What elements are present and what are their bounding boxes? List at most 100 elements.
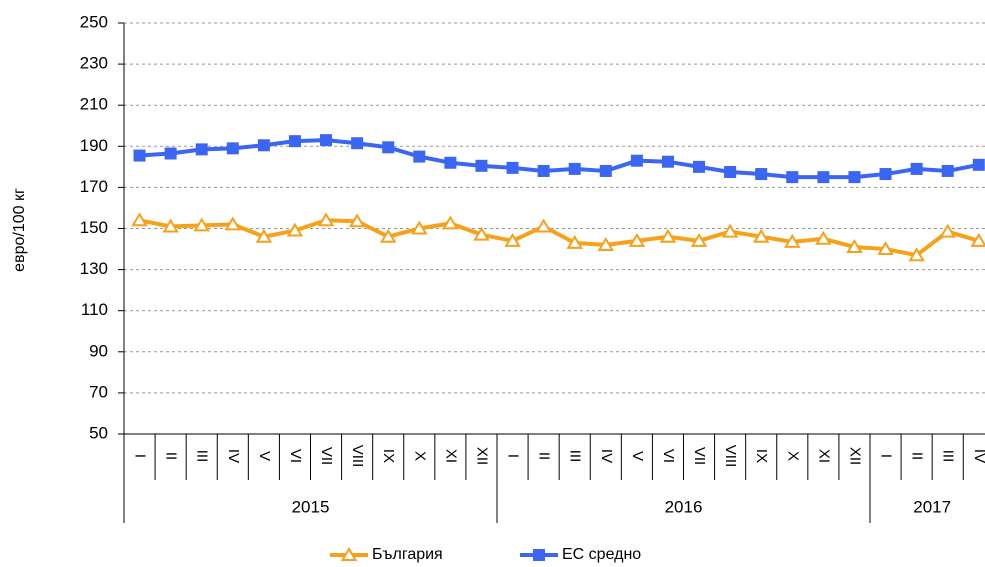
legend-marker — [533, 549, 545, 561]
marker — [939, 223, 956, 238]
x-tick-label: II — [536, 452, 553, 460]
series-line — [139, 218, 980, 258]
marker — [506, 161, 519, 174]
x-tick-label: V — [629, 451, 646, 461]
x-tick-label: X — [411, 451, 428, 461]
y-tick-label: 50 — [89, 423, 108, 442]
marker — [475, 159, 488, 172]
x-tick-label: I — [132, 454, 149, 458]
marker — [442, 215, 459, 230]
marker — [972, 158, 985, 171]
marker — [599, 164, 612, 177]
marker — [348, 213, 366, 228]
marker — [597, 236, 615, 251]
marker — [317, 212, 335, 227]
marker — [286, 222, 304, 237]
marker — [379, 228, 397, 243]
marker — [877, 241, 894, 256]
marker — [226, 142, 239, 155]
x-tick-label: III — [567, 450, 584, 463]
marker — [970, 232, 985, 247]
x-tick-label: VI — [660, 449, 677, 463]
y-tick-label: 70 — [89, 382, 108, 401]
marker — [784, 233, 801, 248]
marker — [752, 228, 770, 243]
marker — [724, 165, 737, 178]
marker — [257, 139, 270, 152]
marker — [413, 150, 426, 163]
marker — [941, 164, 954, 177]
x-tick-label: III — [940, 450, 957, 463]
x-tick-label: IV — [225, 449, 242, 463]
marker — [537, 164, 550, 177]
marker — [162, 218, 179, 233]
x-tick-label: VIII — [722, 445, 739, 468]
marker — [288, 135, 301, 148]
group-label: 2017 — [913, 497, 951, 516]
marker — [351, 137, 364, 150]
legend-label: България — [372, 546, 443, 563]
x-tick-label: II — [163, 452, 180, 460]
marker — [164, 147, 177, 160]
marker — [910, 162, 923, 175]
marker — [535, 218, 552, 233]
legend-marker — [340, 547, 358, 561]
marker — [848, 171, 861, 184]
x-tick-label: IX — [753, 449, 770, 463]
marker — [693, 160, 706, 173]
x-tick-label: I — [878, 454, 895, 458]
marker — [133, 149, 146, 162]
x-tick-label: X — [784, 451, 801, 461]
x-tick-label: XI — [442, 449, 459, 463]
series-line — [139, 138, 980, 180]
marker — [721, 223, 739, 238]
marker — [224, 216, 242, 231]
marker — [473, 226, 490, 241]
marker — [630, 154, 643, 167]
x-tick-label: XI — [815, 449, 832, 463]
y-tick-label: 190 — [80, 136, 108, 155]
marker — [628, 232, 646, 247]
x-tick-label: I — [505, 454, 522, 458]
x-tick-label: XII — [473, 447, 490, 465]
x-tick-label: VI — [287, 449, 304, 463]
marker — [411, 220, 428, 235]
x-tick-label: IX — [380, 449, 397, 463]
marker — [786, 171, 799, 184]
legend-label: ЕС средно — [562, 546, 641, 563]
marker — [193, 217, 210, 232]
marker — [659, 228, 677, 243]
y-tick-label: 90 — [89, 341, 108, 360]
marker — [908, 247, 925, 262]
y-tick-label: 250 — [80, 12, 108, 31]
y-tick-label: 170 — [80, 177, 108, 196]
x-tick-label: V — [256, 451, 273, 461]
x-tick-label: IV — [598, 449, 615, 463]
marker — [690, 232, 708, 247]
y-tick-label: 110 — [81, 300, 108, 319]
y-tick-label: 210 — [80, 95, 108, 114]
marker — [755, 168, 768, 181]
marker — [320, 134, 333, 147]
x-tick-label: III — [194, 450, 211, 463]
marker — [504, 232, 521, 247]
marker — [879, 168, 892, 181]
x-tick-label: VII — [318, 447, 335, 465]
marker — [195, 143, 208, 156]
group-label: 2015 — [292, 497, 330, 516]
y-tick-label: 130 — [80, 259, 108, 278]
marker — [566, 234, 583, 249]
marker — [382, 141, 395, 154]
x-tick-label: XII — [846, 447, 863, 465]
marker — [815, 230, 832, 245]
marker — [255, 228, 273, 243]
group-label: 2016 — [665, 497, 703, 516]
x-tick-label: II — [909, 452, 926, 460]
y-tick-label: 230 — [80, 54, 108, 73]
marker — [444, 156, 457, 169]
x-tick-label: VII — [691, 447, 708, 465]
x-tick-label: VIII — [349, 445, 366, 468]
marker — [131, 212, 148, 227]
y-axis-label: евро/100 кг — [11, 188, 28, 272]
